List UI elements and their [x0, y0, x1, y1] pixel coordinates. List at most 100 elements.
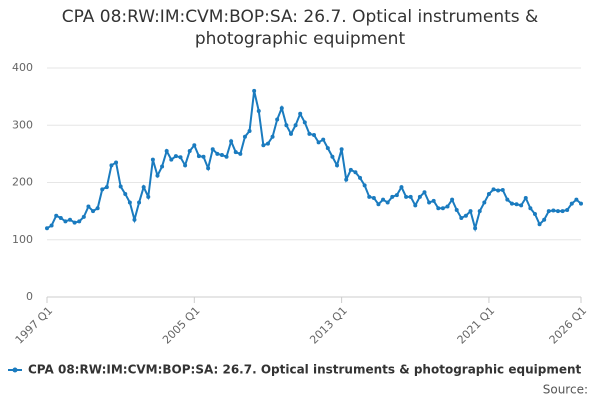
- legend-label: CPA 08:RW:IM:CVM:BOP:SA: 26.7. Optical i…: [28, 363, 582, 377]
- point: [579, 201, 583, 206]
- point: [275, 117, 280, 122]
- point: [500, 187, 505, 192]
- point: [215, 151, 220, 156]
- point: [91, 209, 96, 214]
- point: [574, 197, 579, 202]
- point: [321, 137, 326, 142]
- point: [173, 154, 178, 159]
- point: [528, 206, 533, 211]
- point: [242, 134, 247, 139]
- point: [353, 170, 358, 175]
- point: [288, 131, 293, 136]
- point: [49, 223, 54, 228]
- point: [367, 194, 372, 199]
- point: [95, 206, 100, 211]
- point: [450, 197, 455, 202]
- point: [210, 147, 215, 152]
- point: [339, 147, 344, 152]
- point: [468, 209, 473, 214]
- point: [408, 194, 413, 199]
- point: [454, 207, 459, 212]
- point: [279, 106, 284, 111]
- point: [141, 185, 146, 190]
- point: [201, 154, 206, 159]
- point: [312, 132, 316, 137]
- point: [542, 217, 547, 222]
- source-label: Source:: [543, 383, 588, 397]
- point: [127, 200, 132, 205]
- point: [491, 187, 496, 192]
- point: [196, 154, 201, 159]
- point: [431, 198, 436, 203]
- x-tick-label: 2026 Q1: [547, 304, 590, 347]
- point: [505, 197, 510, 202]
- point: [45, 226, 49, 231]
- point: [77, 219, 82, 224]
- point: [436, 206, 441, 211]
- point: [371, 195, 376, 200]
- point: [316, 140, 321, 145]
- point: [307, 131, 312, 136]
- point: [390, 194, 395, 199]
- point: [546, 209, 551, 214]
- point: [298, 111, 303, 116]
- point: [440, 206, 445, 211]
- point: [413, 203, 418, 208]
- point: [233, 150, 238, 155]
- point: [252, 88, 257, 93]
- point: [335, 163, 340, 168]
- point: [68, 217, 73, 222]
- point: [519, 203, 524, 208]
- point: [270, 134, 275, 139]
- point: [358, 175, 363, 180]
- x-tick-label: 1997 Q1: [13, 304, 56, 347]
- point: [482, 200, 487, 205]
- point: [164, 149, 169, 154]
- point: [219, 153, 224, 158]
- point: [330, 154, 335, 159]
- point: [565, 207, 570, 212]
- point: [404, 194, 409, 199]
- point: [137, 200, 142, 205]
- point: [118, 184, 123, 189]
- point: [86, 204, 91, 209]
- y-tick-label: 300: [12, 118, 33, 131]
- point: [477, 209, 482, 214]
- point: [72, 220, 77, 225]
- point: [551, 208, 556, 213]
- point: [132, 217, 137, 222]
- point: [265, 141, 270, 146]
- point: [473, 226, 478, 231]
- point: [344, 177, 349, 182]
- point: [463, 213, 468, 218]
- point: [81, 214, 86, 219]
- point: [114, 160, 119, 165]
- point: [155, 173, 160, 178]
- point: [109, 163, 114, 168]
- y-tick-label: 100: [12, 233, 33, 246]
- x-tick-label: 2021 Q1: [455, 304, 498, 347]
- point: [58, 215, 63, 220]
- point: [178, 155, 183, 160]
- point: [394, 193, 399, 198]
- point: [325, 146, 330, 151]
- point: [362, 183, 367, 188]
- point: [399, 185, 404, 190]
- point: [445, 204, 450, 209]
- point: [284, 123, 289, 128]
- point: [532, 211, 537, 216]
- point: [104, 185, 109, 190]
- point: [146, 194, 151, 199]
- point: [376, 202, 381, 207]
- y-tick-label: 400: [12, 61, 33, 74]
- point: [261, 143, 266, 148]
- point: [486, 191, 491, 196]
- point: [63, 219, 68, 224]
- point: [496, 188, 501, 193]
- point: [555, 209, 560, 214]
- point: [256, 108, 261, 113]
- point: [417, 194, 422, 199]
- point: [514, 202, 519, 207]
- chart-title: CPA 08:RW:IM:CVM:BOP:SA: 26.7. Optical i…: [61, 7, 539, 49]
